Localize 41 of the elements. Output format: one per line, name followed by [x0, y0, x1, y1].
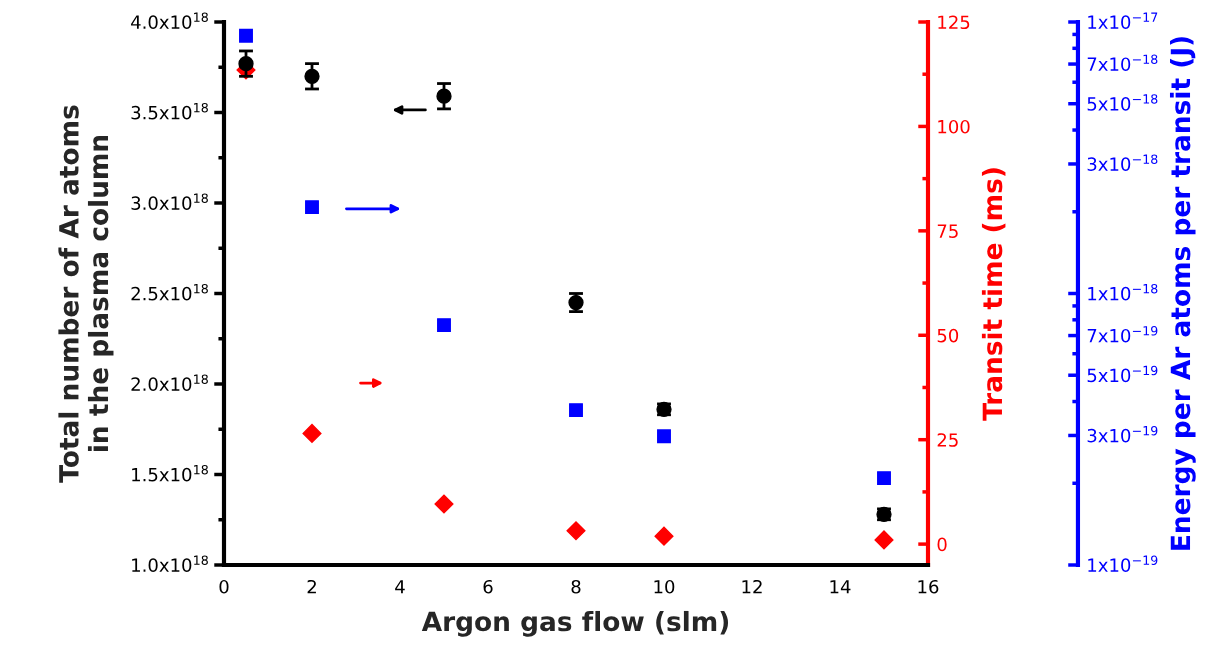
y-tick-label: 2.5x10$^{18}$: [131, 283, 208, 301]
y3-tick-label: 3x10$^{−18}$: [1087, 154, 1158, 171]
y2-tick-label: 50: [937, 328, 959, 343]
point: [305, 200, 319, 215]
y3-tick-label: 1x10$^{−18}$: [1088, 283, 1158, 301]
y3-axis-title: Energy per Ar atoms per transit (J): [1169, 37, 1196, 550]
y3-tick-label: 1x10$^{−17}$: [1088, 12, 1158, 29]
x-tick-label: 12: [742, 579, 762, 594]
y2-tick-label: 125: [938, 15, 970, 30]
y2-tick-label: 75: [937, 224, 958, 238]
x-tick-label: 0: [219, 579, 229, 594]
x-tick-label: 2: [307, 579, 316, 594]
x-tick-label: 14: [830, 580, 851, 594]
y2-tick-label: 100: [938, 119, 970, 134]
y3-tick-label: 3x10$^{−19}$: [1087, 425, 1158, 443]
y3-tick-label: 5x10$^{−18}$: [1087, 94, 1158, 111]
point: [239, 28, 253, 43]
y3-tick-label: 7x10$^{−19}$: [1087, 325, 1158, 343]
x-axis-title: Argon gas flow (slm): [421, 610, 729, 637]
y-tick-label: 4.0x10$^{18}$: [131, 12, 208, 29]
y3-tick-label: 7x10$^{−18}$: [1087, 54, 1158, 72]
y-axis-title: Total number of Ar atoms in the plasma column: [58, 105, 114, 483]
y3-tick-label: 5x10$^{−19}$: [1087, 365, 1158, 383]
x-tick-label: 6: [483, 579, 493, 594]
y-tick-label: 3.0x10$^{18}$: [131, 193, 208, 210]
y2-tick-label: 25: [937, 433, 958, 447]
point: [877, 471, 891, 486]
y-tick-label: 1.0x10$^{18}$: [132, 555, 208, 572]
x-tick-label: 16: [918, 579, 939, 594]
point: [569, 403, 583, 418]
point: [437, 318, 451, 333]
x-tick-label: 10: [654, 579, 675, 594]
y-tick-label: 3.5x10$^{18}$: [131, 102, 208, 120]
y3-tick-label: 1x10$^{−19}$: [1088, 555, 1158, 572]
point: [657, 429, 671, 444]
x-tick-label: 4: [395, 580, 405, 594]
y2-axis-title: Transit time (ms): [981, 168, 1006, 421]
y2-tick-label: 0: [937, 537, 947, 552]
x-tick-label: 8: [571, 579, 581, 594]
y-tick-label: 1.5x10$^{18}$: [132, 464, 208, 482]
y-tick-label: 2.0x10$^{18}$: [131, 374, 208, 391]
